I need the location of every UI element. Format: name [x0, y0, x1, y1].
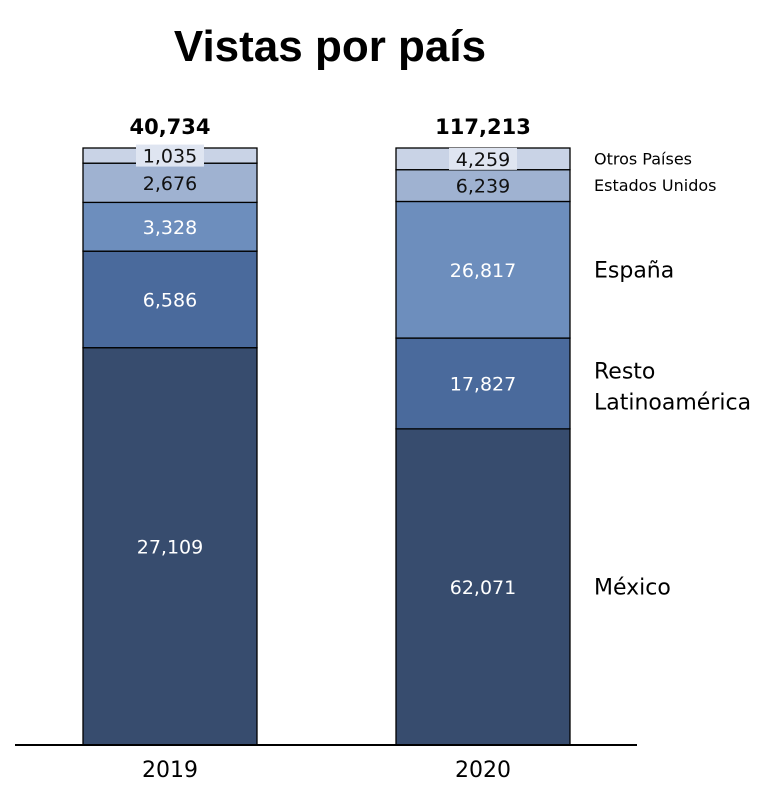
legend-label-mexico: México [594, 576, 671, 601]
legend-label-otros-paises: Otros Países [594, 149, 692, 168]
data-label-bg-otros-paises-2020 [449, 147, 517, 170]
bar-segment-estados-unidos-2020 [395, 169, 571, 203]
total-label-2019: 40,734 [129, 115, 210, 139]
data-label-espana-2019: 3,328 [143, 217, 197, 239]
bar-segment-estados-unidos-2019 [82, 162, 258, 204]
data-label-resto-latinoamerica-2020: 17,827 [450, 373, 516, 395]
data-label-estados-unidos-2020: 6,239 [456, 176, 510, 198]
data-label-estados-unidos-2019: 2,676 [143, 173, 197, 195]
category-label-2019: 2019 [142, 758, 198, 783]
bar-segment-mexico-2019 [82, 347, 258, 746]
legend-label-estados-unidos: Estados Unidos [594, 176, 716, 195]
data-label-otros-paises-2020: 4,259 [456, 149, 510, 171]
data-label-mexico-2020: 62,071 [450, 577, 516, 599]
data-label-otros-paises-2019: 1,035 [143, 146, 197, 168]
bar-segment-espana-2020 [395, 200, 571, 339]
bar-segment-espana-2019 [82, 201, 258, 252]
category-label-2020: 2020 [455, 758, 511, 783]
total-label-2020: 117,213 [435, 115, 531, 139]
legend-label-espana: España [594, 258, 674, 283]
data-label-bg-otros-paises-2019 [136, 144, 204, 167]
data-label-mexico-2019: 27,109 [137, 536, 203, 558]
chart-title: Vistas por país [173, 22, 487, 71]
data-label-resto-latinoamerica-2019: 6,586 [143, 289, 197, 311]
bar-segment-resto-latinoamerica-2020 [395, 337, 571, 430]
legend-label-resto-latinoamerica: Resto Latinoamérica [594, 359, 751, 415]
data-label-espana-2020: 26,817 [450, 260, 516, 282]
